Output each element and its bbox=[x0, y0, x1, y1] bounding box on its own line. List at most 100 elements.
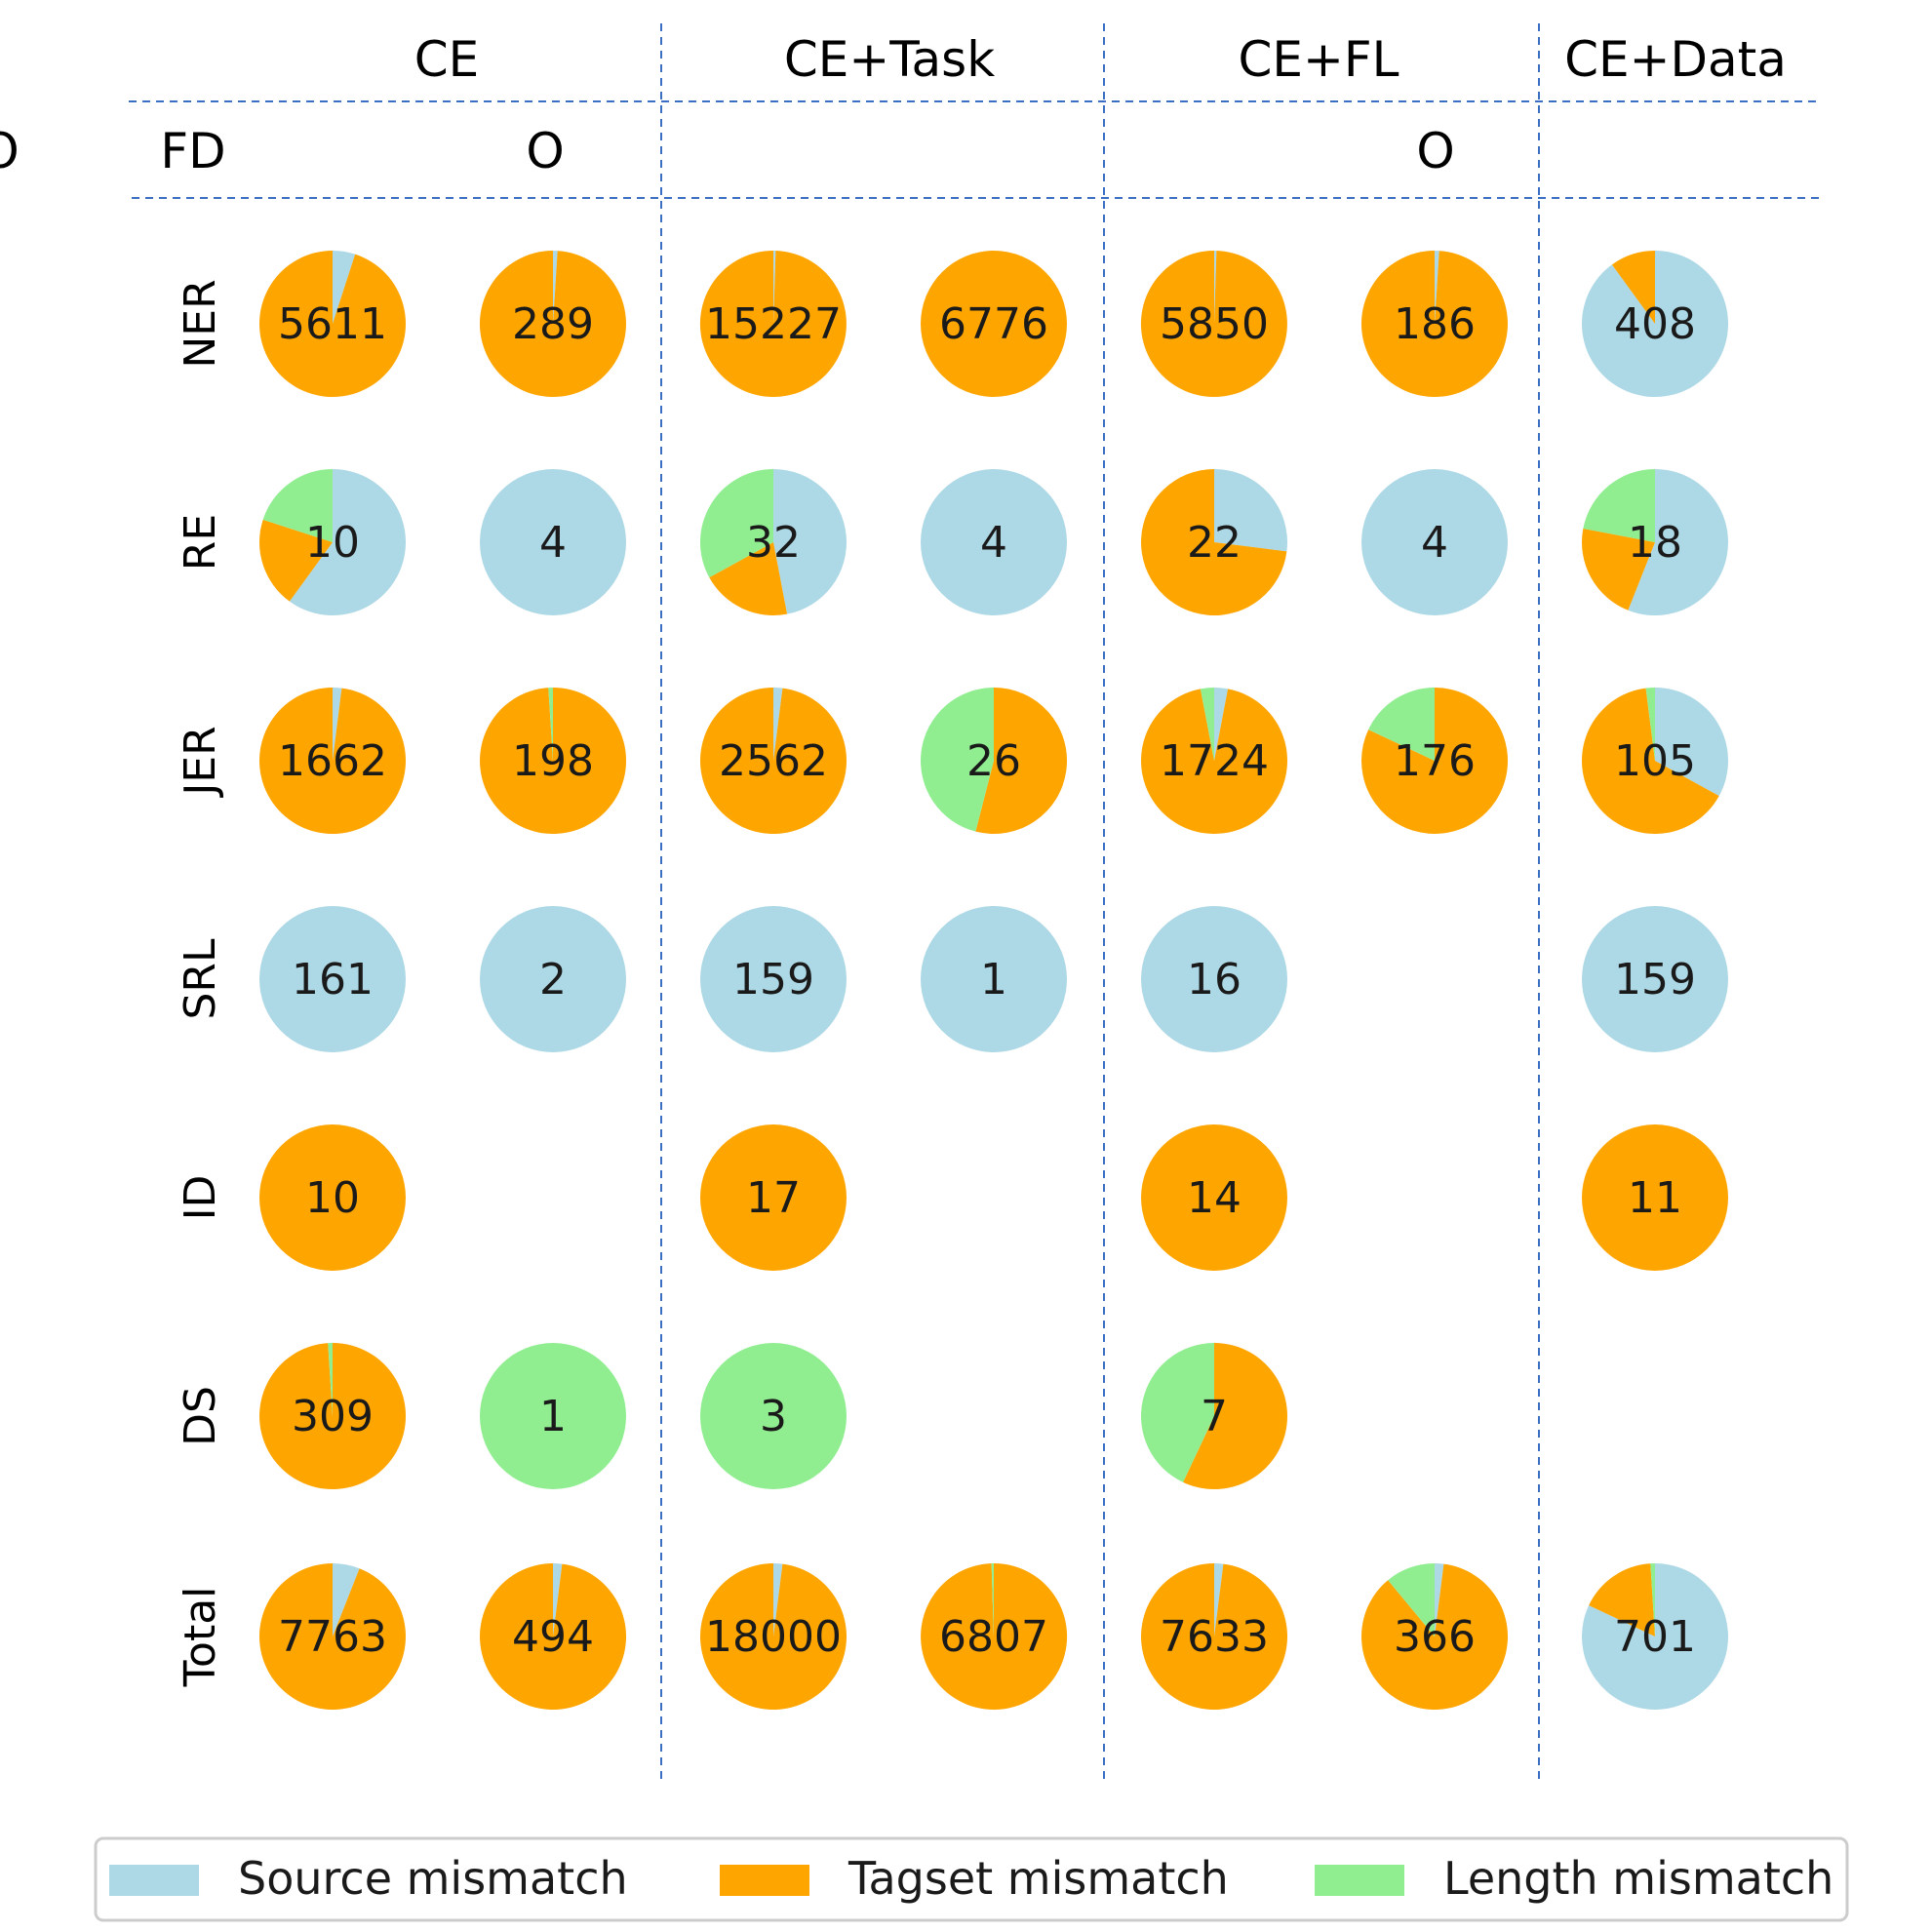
pie-slice-tagset bbox=[1581, 688, 1719, 834]
pie-slice-tagset bbox=[480, 688, 627, 835]
pie-total-label: 4 bbox=[980, 518, 1007, 568]
pie-slice-tagset bbox=[258, 1563, 406, 1710]
pie-total-label: 1662 bbox=[278, 736, 387, 786]
pie-slice-tagset bbox=[1141, 1124, 1287, 1271]
pie-slice-tagset bbox=[1611, 251, 1655, 324]
row-label: DS bbox=[176, 1386, 225, 1446]
pie-slice-tagset bbox=[1141, 1563, 1288, 1710]
pie-slice-source bbox=[1214, 469, 1288, 552]
pie-cell: 1724 bbox=[1141, 688, 1287, 835]
pie-cell: 7633 bbox=[1141, 1563, 1288, 1710]
sub-header: O bbox=[526, 123, 564, 179]
pie-total-label: 6807 bbox=[939, 1612, 1048, 1662]
pie-cell: 176 bbox=[1361, 688, 1509, 835]
pie-cell: 10 bbox=[259, 1124, 406, 1271]
pie-slice-tagset bbox=[975, 688, 1068, 834]
pie-total-label: 17 bbox=[746, 1173, 801, 1223]
pie-slice-length bbox=[921, 688, 994, 832]
row-label: NER bbox=[176, 279, 225, 368]
pie-total-label: 1 bbox=[980, 955, 1007, 1005]
pie-slice-tagset bbox=[259, 1343, 407, 1489]
pie-total-label: 32 bbox=[746, 518, 801, 568]
pie-cell: 5611 bbox=[259, 251, 407, 397]
legend-label: Source mismatch bbox=[238, 1852, 628, 1905]
pie-slice-tagset bbox=[1582, 528, 1655, 611]
pie-slice-tagset bbox=[259, 251, 407, 397]
pie-slice-tagset bbox=[1140, 250, 1287, 397]
pie-slice-source bbox=[259, 906, 406, 1052]
pie-cell: 289 bbox=[479, 251, 626, 397]
legend: Source mismatch Tagset mismatch Length mis… bbox=[94, 1836, 1849, 1922]
pie-slice-source bbox=[1361, 469, 1508, 615]
pie-cell: 15227 bbox=[699, 250, 847, 397]
row-labels: NER RE JER SRL ID DS Total bbox=[176, 279, 225, 1687]
pie-slice-tagset bbox=[1361, 688, 1509, 835]
pie-slice-tagset bbox=[921, 251, 1067, 397]
pie-slice-length bbox=[991, 1563, 994, 1636]
pie-slice-source bbox=[480, 469, 626, 615]
pie-slice-tagset bbox=[259, 688, 407, 835]
pie-slice-source bbox=[921, 906, 1067, 1052]
pie-total-label: 1 bbox=[539, 1392, 567, 1441]
pie-cell: 11 bbox=[1582, 1124, 1728, 1271]
pie-slice-source bbox=[289, 469, 406, 615]
pie-total-label: 2562 bbox=[719, 736, 828, 786]
pie-slice-source bbox=[1435, 251, 1439, 324]
pie-slice-source bbox=[333, 251, 356, 324]
pie-cell: 4 bbox=[921, 469, 1067, 615]
pie-slice-source bbox=[773, 251, 776, 324]
pie-cell: 159 bbox=[700, 906, 847, 1052]
legend-label: Length mismatch bbox=[1443, 1852, 1833, 1905]
pie-total-label: 2 bbox=[539, 955, 567, 1005]
pie-slice-tagset bbox=[921, 1562, 1068, 1710]
pie-cell: 408 bbox=[1581, 251, 1728, 398]
pie-slice-source bbox=[773, 1563, 783, 1636]
pie-cell: 6807 bbox=[921, 1562, 1068, 1710]
row-label: JER bbox=[176, 726, 225, 798]
pie-total-label: 7763 bbox=[278, 1612, 387, 1662]
sub-header: O bbox=[0, 123, 20, 179]
legend-swatch-length bbox=[1315, 1865, 1404, 1896]
pie-cell: 26 bbox=[921, 688, 1068, 834]
legend-swatch-source bbox=[109, 1865, 199, 1896]
row-label: Total bbox=[176, 1587, 225, 1688]
pie-slice-tagset bbox=[700, 688, 847, 835]
sub-header: FD bbox=[160, 123, 225, 179]
pie-cell: 1662 bbox=[259, 688, 407, 835]
pie-cell: 10 bbox=[258, 469, 406, 615]
pie-total-label: 1724 bbox=[1160, 736, 1269, 786]
pie-total-label: 7633 bbox=[1160, 1612, 1269, 1662]
pie-total-label: 4 bbox=[539, 518, 567, 568]
group-header: CE bbox=[414, 31, 480, 88]
pie-total-label: 26 bbox=[966, 736, 1021, 786]
pie-cell: 105 bbox=[1581, 688, 1728, 834]
pie-slice-tagset bbox=[1183, 1343, 1288, 1490]
pie-slice-tagset bbox=[1582, 1124, 1728, 1271]
pie-total-label: 11 bbox=[1628, 1173, 1682, 1223]
pie-slice-length bbox=[1645, 688, 1655, 761]
pie-total-label: 5611 bbox=[278, 299, 387, 349]
pie-slice-length bbox=[1141, 1343, 1214, 1482]
pie-cell: 198 bbox=[480, 688, 627, 835]
pie-slice-source bbox=[773, 688, 783, 761]
legend-frame bbox=[94, 1836, 1849, 1922]
pie-slice-source bbox=[921, 469, 1067, 615]
pie-slice-tagset bbox=[1141, 469, 1287, 615]
pie-cell: 7763 bbox=[258, 1563, 406, 1710]
pie-total-label: 14 bbox=[1187, 1173, 1241, 1223]
pie-cell: 186 bbox=[1360, 251, 1508, 397]
pie-cell: 16 bbox=[1141, 906, 1287, 1052]
pie-total-label: 309 bbox=[292, 1392, 374, 1441]
pie-slice-source bbox=[700, 906, 847, 1052]
sub-header: O bbox=[1416, 123, 1454, 179]
pie-cell: 701 bbox=[1582, 1563, 1729, 1710]
pie-total-label: 289 bbox=[512, 299, 594, 349]
pie-cell: 4 bbox=[1361, 469, 1508, 615]
pie-slice-source bbox=[1435, 1562, 1444, 1636]
pie-slice-tagset bbox=[699, 250, 847, 397]
pie-total-label: 18000 bbox=[705, 1612, 842, 1662]
pie-cell: 494 bbox=[480, 1562, 627, 1710]
pie-cell: 2562 bbox=[700, 688, 847, 835]
group-header: CE+FL bbox=[1238, 31, 1399, 88]
